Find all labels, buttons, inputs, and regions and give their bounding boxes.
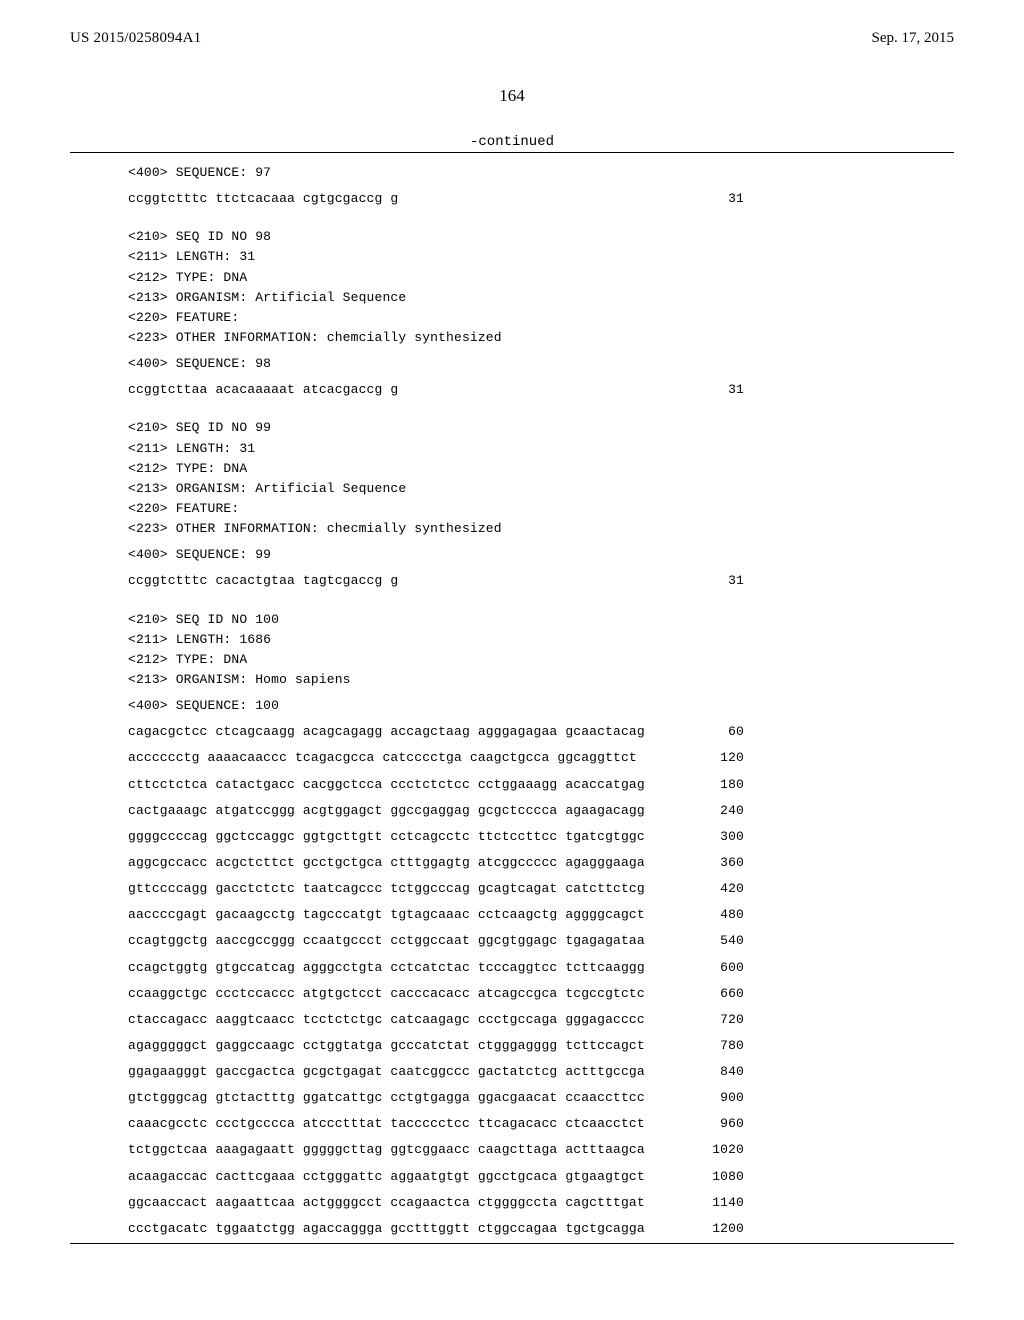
meta-block: <210> SEQ ID NO 99 <211> LENGTH: 31 <212… <box>128 418 954 539</box>
meta-block: <400> SEQUENCE: 97 <box>128 163 954 183</box>
sequence-bases: caaacgcctc ccctgcccca atccctttat taccccc… <box>128 1114 645 1134</box>
publication-number: US 2015/0258094A1 <box>70 30 201 47</box>
sequence-position: 960 <box>694 1114 954 1134</box>
sequence-bases: ggagaagggt gaccgactca gcgctgagat caatcgg… <box>128 1062 645 1082</box>
sequence-position: 60 <box>694 722 954 742</box>
sequence-row: ccaaggctgc ccctccaccc atgtgctcct cacccac… <box>128 984 954 1004</box>
sequence-position: 780 <box>694 1036 954 1056</box>
publication-date: Sep. 17, 2015 <box>872 30 955 47</box>
page: US 2015/0258094A1 Sep. 17, 2015 164 -con… <box>0 0 1024 1320</box>
sequence-row: cttcctctca catactgacc cacggctcca ccctctc… <box>128 775 954 795</box>
sequence-bases: ggggccccag ggctccaggc ggtgcttgtt cctcagc… <box>128 827 645 847</box>
sequence-position: 1140 <box>694 1193 954 1213</box>
sequence-position: 660 <box>694 984 954 1004</box>
sequence-bases: aaccccgagt gacaagcctg tagcccatgt tgtagca… <box>128 905 645 925</box>
sequence-row: ggagaagggt gaccgactca gcgctgagat caatcgg… <box>128 1062 954 1082</box>
sequence-row: ccggtcttaa acacaaaaat atcacgaccg g 31 <box>128 380 954 400</box>
sequence-bases: agagggggct gaggccaagc cctggtatga gcccatc… <box>128 1036 645 1056</box>
sequence-row: ggggccccag ggctccaggc ggtgcttgtt cctcagc… <box>128 827 954 847</box>
meta-block: <400> SEQUENCE: 99 <box>128 545 954 565</box>
meta-block: <400> SEQUENCE: 98 <box>128 354 954 374</box>
sequence-position: 180 <box>694 775 954 795</box>
sequence-row: agagggggct gaggccaagc cctggtatga gcccatc… <box>128 1036 954 1056</box>
sequence-bases: ccagtggctg aaccgccggg ccaatgccct cctggcc… <box>128 931 645 951</box>
sequence-position: 31 <box>694 189 954 209</box>
gap <box>70 400 954 418</box>
sequence-row: ccagctggtg gtgccatcag agggcctgta cctcatc… <box>128 958 954 978</box>
sequence-bases: gtctgggcag gtctactttg ggatcattgc cctgtga… <box>128 1088 645 1108</box>
sequence-position: 120 <box>694 748 954 768</box>
sequence-position: 240 <box>694 801 954 821</box>
gap <box>70 592 954 610</box>
gap <box>70 209 954 227</box>
sequence-row: ccggtctttc cacactgtaa tagtcgaccg g 31 <box>128 571 954 591</box>
sequence-position: 840 <box>694 1062 954 1082</box>
sequence-position: 31 <box>694 380 954 400</box>
sequence-row: tctggctcaa aaagagaatt gggggcttag ggtcgga… <box>128 1140 954 1160</box>
sequence-position: 480 <box>694 905 954 925</box>
sequence-bases: ccctgacatc tggaatctgg agaccaggga gcctttg… <box>128 1219 645 1239</box>
sequence-row: gtctgggcag gtctactttg ggatcattgc cctgtga… <box>128 1088 954 1108</box>
meta-block: <400> SEQUENCE: 100 <box>128 696 954 716</box>
sequence-bases: aggcgccacc acgctcttct gcctgctgca ctttgga… <box>128 853 645 873</box>
sequence-bases: cactgaaagc atgatccggg acgtggagct ggccgag… <box>128 801 645 821</box>
sequence-row: ggcaaccact aagaattcaa actggggcct ccagaac… <box>128 1193 954 1213</box>
sequence-position: 600 <box>694 958 954 978</box>
top-rule <box>70 152 954 153</box>
sequence-row: ctaccagacc aaggtcaacc tcctctctgc catcaag… <box>128 1010 954 1030</box>
sequence-row: cagacgctcc ctcagcaagg acagcagagg accagct… <box>128 722 954 742</box>
sequence-bases: ccaaggctgc ccctccaccc atgtgctcct cacccac… <box>128 984 645 1004</box>
sequence-row: gttccccagg gacctctctc taatcagccc tctggcc… <box>128 879 954 899</box>
sequence-bases: acaagaccac cacttcgaaa cctgggattc aggaatg… <box>128 1167 645 1187</box>
sequence-position: 540 <box>694 931 954 951</box>
sequence-bases: cttcctctca catactgacc cacggctcca ccctctc… <box>128 775 645 795</box>
bottom-rule <box>70 1243 954 1244</box>
sequence-listing: <400> SEQUENCE: 97 ccggtctttc ttctcacaaa … <box>70 163 954 1239</box>
sequence-position: 1020 <box>694 1140 954 1160</box>
sequence-bases: ggcaaccact aagaattcaa actggggcct ccagaac… <box>128 1193 645 1213</box>
sequence-position: 360 <box>694 853 954 873</box>
sequence-bases: cagacgctcc ctcagcaagg acagcagagg accagct… <box>128 722 645 742</box>
sequence-row: cactgaaagc atgatccggg acgtggagct ggccgag… <box>128 801 954 821</box>
sequence-row: ccctgacatc tggaatctgg agaccaggga gcctttg… <box>128 1219 954 1239</box>
sequence-bases: ccggtctttc ttctcacaaa cgtgcgaccg g <box>128 189 398 209</box>
sequence-position: 1080 <box>694 1167 954 1187</box>
sequence-bases: ccggtcttaa acacaaaaat atcacgaccg g <box>128 380 398 400</box>
sequence-row: acccccctg aaaacaaccc tcagacgcca catcccct… <box>128 748 954 768</box>
meta-block: <210> SEQ ID NO 98 <211> LENGTH: 31 <212… <box>128 227 954 348</box>
sequence-row: aggcgccacc acgctcttct gcctgctgca ctttgga… <box>128 853 954 873</box>
sequence-bases: acccccctg aaaacaaccc tcagacgcca catcccct… <box>128 748 637 768</box>
sequence-row: aaccccgagt gacaagcctg tagcccatgt tgtagca… <box>128 905 954 925</box>
meta-block: <210> SEQ ID NO 100 <211> LENGTH: 1686 <… <box>128 610 954 691</box>
sequence-position: 900 <box>694 1088 954 1108</box>
sequence-position: 300 <box>694 827 954 847</box>
sequence-position: 1200 <box>694 1219 954 1239</box>
page-number: 164 <box>70 86 954 106</box>
sequence-position: 31 <box>694 571 954 591</box>
sequence-row: acaagaccac cacttcgaaa cctgggattc aggaatg… <box>128 1167 954 1187</box>
sequence-row: ccagtggctg aaccgccggg ccaatgccct cctggcc… <box>128 931 954 951</box>
sequence-row: ccggtctttc ttctcacaaa cgtgcgaccg g 31 <box>128 189 954 209</box>
sequence-bases: tctggctcaa aaagagaatt gggggcttag ggtcgga… <box>128 1140 645 1160</box>
sequence-position: 420 <box>694 879 954 899</box>
continued-label: -continued <box>70 134 954 150</box>
sequence-row: caaacgcctc ccctgcccca atccctttat taccccc… <box>128 1114 954 1134</box>
sequence-bases: ccagctggtg gtgccatcag agggcctgta cctcatc… <box>128 958 645 978</box>
sequence-position: 720 <box>694 1010 954 1030</box>
sequence-bases: ccggtctttc cacactgtaa tagtcgaccg g <box>128 571 398 591</box>
sequence-bases: gttccccagg gacctctctc taatcagccc tctggcc… <box>128 879 645 899</box>
sequence-bases: ctaccagacc aaggtcaacc tcctctctgc catcaag… <box>128 1010 645 1030</box>
